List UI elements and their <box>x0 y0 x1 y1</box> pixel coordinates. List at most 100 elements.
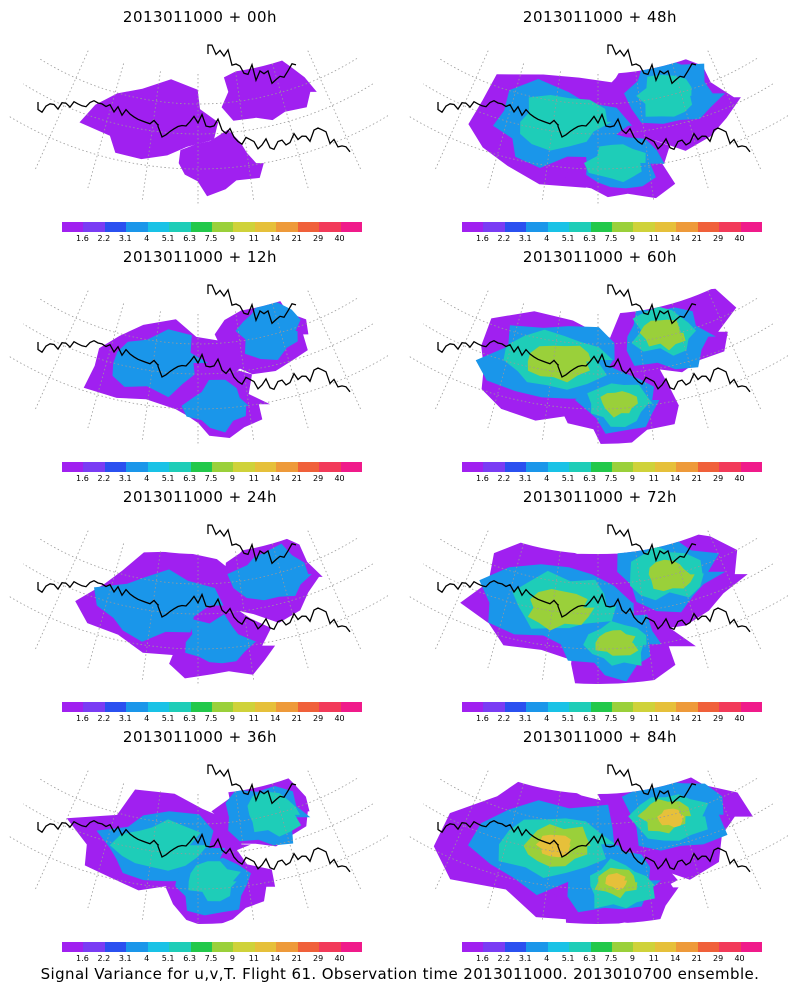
colorbar-swatch <box>319 462 342 472</box>
colorbar-label: 11 <box>248 474 259 483</box>
colorbar-swatch <box>462 702 484 712</box>
graticule <box>8 770 388 924</box>
colorbar-swatch <box>147 222 170 232</box>
colorbar-label: 6.3 <box>183 714 196 723</box>
longitude-line <box>635 791 655 921</box>
colorbar-label: 7.5 <box>604 714 618 723</box>
latitude-line <box>438 778 758 825</box>
longitude-line <box>635 551 655 681</box>
colorbar-label: 7.5 <box>604 474 618 483</box>
variance-contour <box>657 808 685 828</box>
graticule <box>408 530 788 684</box>
coastline <box>37 524 351 633</box>
colorbar-label: 2.2 <box>97 474 111 483</box>
colorbar-swatch <box>547 942 570 952</box>
colorbar-label: 14 <box>670 474 681 483</box>
colorbar-label: 40 <box>334 474 345 483</box>
colorbar-label: 40 <box>734 474 745 483</box>
colorbar-label: 5.1 <box>161 714 175 723</box>
colorbar-label: 4 <box>544 474 550 483</box>
colorbar-swatch <box>62 942 84 952</box>
colorbar-label: 21 <box>691 234 702 243</box>
longitude-line <box>34 770 89 890</box>
latitude-line <box>38 298 358 345</box>
variance-map <box>8 44 388 204</box>
longitude-line <box>272 543 309 669</box>
colorbar-swatch <box>462 942 484 952</box>
coastline <box>37 764 351 873</box>
colorbar-label: 29 <box>713 954 724 963</box>
colorbar-swatch <box>654 942 677 952</box>
variance-map <box>8 284 388 444</box>
graticule <box>408 770 788 924</box>
longitude-line <box>34 290 89 410</box>
variance-map <box>408 522 788 684</box>
variance-field <box>433 757 753 924</box>
variance-contour <box>247 791 302 837</box>
colorbar-swatch <box>104 222 127 232</box>
colorbar-label: 29 <box>713 234 724 243</box>
colorbar-swatch <box>340 462 363 472</box>
colorbar-swatch <box>297 942 320 952</box>
longitude-line <box>487 783 524 909</box>
colorbar-swatch <box>504 942 527 952</box>
longitude-line <box>235 791 255 921</box>
colorbar-swatch <box>104 942 127 952</box>
colorbar-label: 6.3 <box>183 234 196 243</box>
colorbar-swatch <box>547 222 570 232</box>
colorbar-swatch <box>147 942 170 952</box>
variance-contour <box>535 834 571 858</box>
map-panel: 2013011000 + 60h 1.6 2.2 3.1 4 5.1 6.3 7.5 9 11 14… <box>400 240 800 483</box>
colorbar-swatch <box>254 462 277 472</box>
graticule <box>408 290 788 444</box>
colorbar-swatch <box>569 942 592 952</box>
colorbar-swatch <box>297 462 320 472</box>
longitude-line <box>272 63 309 189</box>
colorbar-swatch <box>212 462 234 472</box>
colorbar-label: 21 <box>291 954 302 963</box>
colorbar-swatch <box>297 702 320 712</box>
colorbar-swatch <box>319 942 342 952</box>
colorbar-swatch <box>319 222 342 232</box>
colorbar-label: 5.1 <box>561 714 575 723</box>
colorbar-label: 9 <box>629 714 635 723</box>
colorbar-swatch <box>126 702 149 712</box>
colorbar-swatch <box>633 702 656 712</box>
latitude-line <box>38 58 358 105</box>
colorbar-label: 2.2 <box>497 474 511 483</box>
colorbar-label: 5.1 <box>161 954 175 963</box>
variance-map <box>408 757 788 924</box>
colorbar-swatch <box>590 942 613 952</box>
colorbar-swatch <box>462 222 484 232</box>
colorbar-swatch <box>569 222 592 232</box>
colorbar-label: 4 <box>544 234 550 243</box>
colorbar-label: 11 <box>648 714 659 723</box>
colorbar-label: 1.6 <box>476 234 489 243</box>
variance-map <box>8 764 388 924</box>
colorbar-swatch <box>569 702 592 712</box>
colorbar-label: 4 <box>544 714 550 723</box>
colorbar-label: 2.2 <box>497 954 511 963</box>
colorbar-swatch <box>233 222 256 232</box>
colorbar-swatch <box>83 462 106 472</box>
longitude-line <box>141 791 161 921</box>
colorbar-swatch <box>169 462 192 472</box>
colorbar-label: 6.3 <box>583 234 596 243</box>
colorbar-swatch <box>104 702 127 712</box>
colorbar-label: 7.5 <box>604 954 618 963</box>
longitude-line <box>272 303 309 429</box>
longitude-line <box>672 63 709 189</box>
colorbar-label: 3.1 <box>118 474 132 483</box>
colorbar-swatch <box>483 942 506 952</box>
graticule <box>8 50 388 204</box>
colorbar-label: 40 <box>734 234 745 243</box>
colorbar-label: 9 <box>229 714 235 723</box>
colorbar-label: 5.1 <box>161 234 175 243</box>
colorbar-swatch <box>697 222 720 232</box>
colorbar-label: 5.1 <box>561 954 575 963</box>
panel-title: 2013011000 + 00h <box>122 8 278 26</box>
colorbar-label: 2.2 <box>497 234 511 243</box>
panel-title: 2013011000 + 72h <box>522 488 678 506</box>
colorbar-swatch <box>212 222 234 232</box>
variance-contour <box>595 630 639 656</box>
